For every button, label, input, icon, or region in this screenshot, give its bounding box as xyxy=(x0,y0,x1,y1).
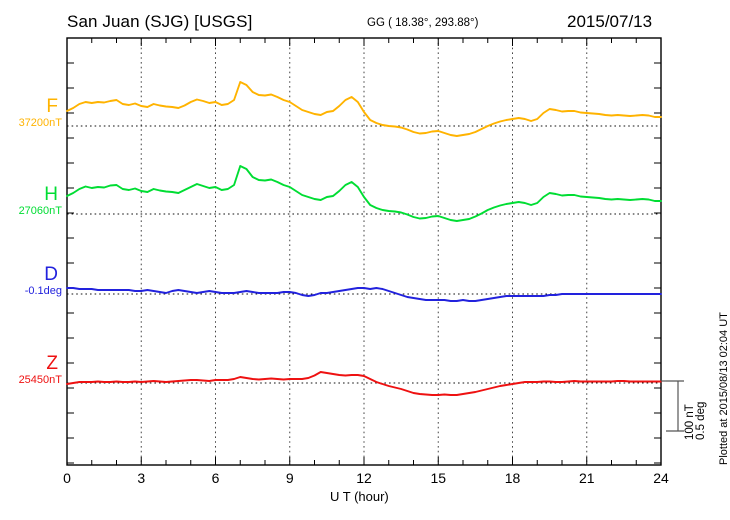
trace-z xyxy=(66,371,662,396)
page-title: San Juan (SJG) [USGS] xyxy=(67,12,253,31)
component-baseline-f: 37200nT xyxy=(18,117,62,129)
component-label-h: H xyxy=(44,184,58,205)
plot-frame xyxy=(66,37,662,466)
trace-f xyxy=(66,81,662,137)
x-tick-18: 18 xyxy=(504,470,521,486)
x-tick-6: 6 xyxy=(211,470,220,486)
component-baseline-z: 25450nT xyxy=(18,374,62,386)
scale-bar xyxy=(661,380,684,432)
trace-h xyxy=(66,165,662,222)
plotted-at-label: Plotted at 2015/08/13 02:04 UT xyxy=(718,312,730,465)
component-baseline-d: -0.1deg xyxy=(24,285,62,297)
x-tick-24: 24 xyxy=(653,470,669,486)
x-axis-label: U T (hour) xyxy=(330,489,389,504)
x-tick-12: 12 xyxy=(356,470,372,486)
component-label-z: Z xyxy=(46,353,58,374)
scale-bar-deg-label: 0.5 deg xyxy=(695,401,707,440)
x-tick-3: 3 xyxy=(137,470,146,486)
geographic-coordinates: GG ( 18.38°, 293.88°) xyxy=(367,17,479,29)
observation-date: 2015/07/13 xyxy=(567,12,653,31)
x-tick-21: 21 xyxy=(578,470,595,486)
x-tick-15: 15 xyxy=(430,470,447,486)
x-tick-9: 9 xyxy=(285,470,294,486)
component-baseline-h: 27060nT xyxy=(18,205,62,217)
x-tick-0: 0 xyxy=(63,470,71,486)
component-label-f: F xyxy=(46,96,58,117)
component-label-d: D xyxy=(44,264,58,285)
trace-layer xyxy=(66,81,662,396)
grid-layer xyxy=(140,38,588,465)
trace-d xyxy=(66,287,662,302)
